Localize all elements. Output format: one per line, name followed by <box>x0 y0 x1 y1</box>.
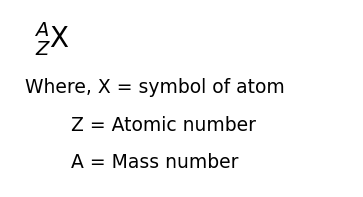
Text: A = Mass number: A = Mass number <box>71 153 238 172</box>
Text: $^A_Z\mathrm{X}$: $^A_Z\mathrm{X}$ <box>34 20 70 58</box>
Text: Z = Atomic number: Z = Atomic number <box>71 116 256 135</box>
Text: Where, X = symbol of atom: Where, X = symbol of atom <box>25 78 285 97</box>
